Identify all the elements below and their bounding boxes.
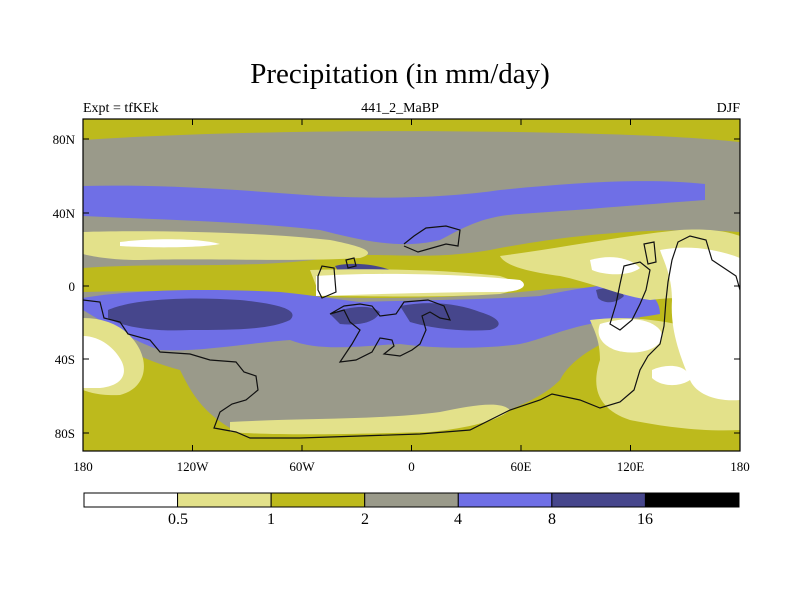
colorbar-label: 0.5 <box>168 511 188 528</box>
map-title: Precipitation (in mm/day) <box>250 58 550 90</box>
colorbar-box <box>457 492 553 508</box>
colorbar-labels: 0.5 1 2 4 8 16 <box>168 511 653 528</box>
colorbar-label: 8 <box>548 511 556 528</box>
colorbar-label: 16 <box>637 511 653 528</box>
x-tick-label: 180 <box>73 459 93 474</box>
time-period-label: 441_2_MaBP <box>361 101 439 116</box>
colorbar-label: 1 <box>267 511 275 528</box>
colorbar-box <box>83 492 179 508</box>
colorbar-label: 4 <box>454 511 462 528</box>
contour-fill <box>83 119 740 451</box>
y-tick-label: 80N <box>53 132 76 147</box>
x-axis <box>82 119 741 451</box>
x-tick-label: 120E <box>617 459 645 474</box>
colorbar-box <box>364 492 459 508</box>
x-tick-label: 60W <box>289 459 315 474</box>
y-tick-label: 40S <box>55 352 75 367</box>
experiment-label: Expt = tfKEk <box>83 101 159 116</box>
y-tick-labels: 80N 40N 0 40S 80S <box>53 132 76 441</box>
y-tick-label: 40N <box>53 206 76 221</box>
season-label: DJF <box>716 101 740 116</box>
colorbar-box <box>644 492 740 508</box>
colorbar-box <box>177 492 272 508</box>
colorbar <box>83 492 740 508</box>
x-tick-label: 60E <box>511 459 532 474</box>
colorbar-box <box>270 492 366 508</box>
y-axis <box>83 138 740 434</box>
y-tick-label: 0 <box>69 279 76 294</box>
y-tick-label: 80S <box>55 426 75 441</box>
x-tick-label: 180 <box>730 459 750 474</box>
colorbar-box <box>551 492 646 508</box>
x-tick-labels: 180 120W 60W 0 60E 120E 180 <box>73 459 750 474</box>
colorbar-label: 2 <box>361 511 369 528</box>
x-tick-label: 120W <box>177 459 210 474</box>
x-tick-label: 0 <box>408 459 415 474</box>
